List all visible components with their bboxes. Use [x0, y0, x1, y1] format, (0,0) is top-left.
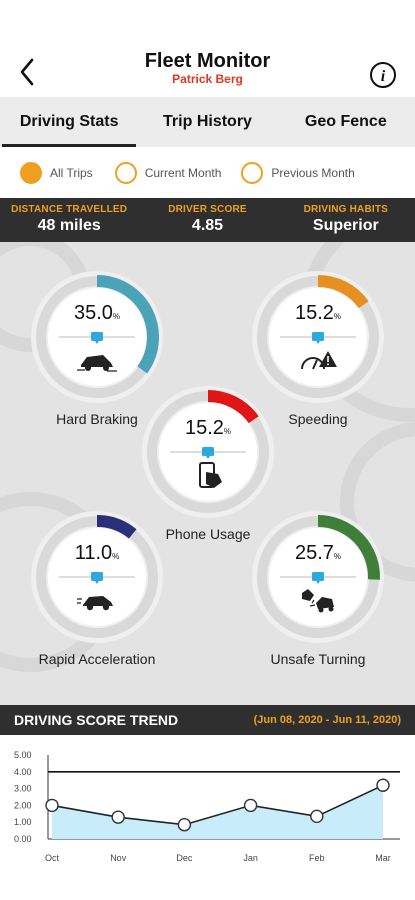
filter-current-month[interactable]: Current Month: [114, 162, 222, 184]
stat-driving-habits: DRIVING HABITS Superior: [277, 198, 415, 242]
stat-value: 48 miles: [37, 217, 101, 234]
score-trend-chart: 0.00 1.00 2.00 3.00 4.00 5.00 Oct Nov Dec Jan Feb M…: [0, 735, 415, 900]
summary-stats-bar: DISTANCE TRAVELLED 48 miles DRIVER SCORE…: [0, 198, 415, 242]
gauge-label: Rapid Acceleration: [38, 651, 156, 667]
radio-empty-icon: [241, 162, 264, 184]
radio-selected-icon: [20, 162, 42, 184]
gauge-speeding[interactable]: [250, 269, 386, 405]
chart-svg: 0.00 1.00 2.00 3.00 4.00 5.00 Oct Nov Dec Jan Feb M…: [14, 750, 400, 863]
stat-value: 4.85: [191, 217, 224, 234]
comment-bubble-icon: [312, 572, 324, 584]
data-point: [45, 798, 59, 813]
x-tick-label: Oct: [45, 853, 60, 863]
gauge-value-arc: [96, 275, 159, 374]
filter-previous-month[interactable]: Previous Month: [241, 162, 355, 184]
speedometer-warning-icon: [301, 351, 337, 370]
y-tick-label: 2.00: [14, 800, 32, 810]
comment-bubble-icon: [91, 332, 103, 344]
data-point: [376, 778, 390, 792]
trip-filter-group: All Trips Current Month Previous Month: [0, 150, 415, 196]
x-tick-label: Mar: [375, 853, 391, 863]
car-collision-icon: [302, 589, 334, 613]
gauge-value-arc: [317, 275, 369, 309]
y-tick-label: 0.00: [14, 834, 32, 844]
trend-title: DRIVING SCORE TREND: [14, 712, 179, 728]
x-tick-label: Jan: [243, 853, 258, 863]
radio-empty-icon: [114, 162, 137, 184]
gauge-value-unit: %: [112, 552, 120, 561]
info-icon: i: [370, 62, 396, 88]
gauge-value-arc: [96, 515, 137, 539]
gauge-label: Unsafe Turning: [270, 651, 366, 667]
gauge-hard-braking[interactable]: [29, 269, 165, 405]
trend-header: DRIVING SCORE TREND (Jun 08, 2020 - Jun …: [0, 705, 415, 735]
y-tick-label: 3.00: [14, 784, 32, 794]
stat-label: DRIVER SCORE: [168, 204, 247, 215]
gauge-value: 35.0%: [47, 302, 147, 325]
gauge-value-arc: [207, 390, 259, 424]
data-point: [310, 809, 324, 824]
gauge-value-unit: %: [333, 552, 342, 561]
filter-label: Previous Month: [271, 166, 355, 180]
gauge-value-unit: %: [333, 312, 342, 321]
filter-label: All Trips: [50, 166, 93, 180]
filter-all-trips[interactable]: All Trips: [20, 162, 93, 184]
stat-driver-score: DRIVER SCORE 4.85: [138, 198, 276, 242]
gauge-unsafe-turning[interactable]: [250, 509, 386, 645]
comment-bubble-icon: [202, 447, 214, 459]
phone-hand-icon: [199, 462, 222, 488]
trend-line: [51, 784, 384, 826]
info-button[interactable]: i: [369, 61, 397, 89]
comment-bubble-icon: [312, 332, 324, 344]
gauge-panel: 35.0% Hard Braking 15.2% Speeding 15.2% Phone…: [0, 242, 415, 705]
driver-name: Patrick Berg: [172, 72, 243, 86]
gauge-value-arc: [317, 515, 380, 580]
data-point: [111, 810, 125, 824]
gauge-value-number: 11.0: [74, 542, 113, 564]
back-button[interactable]: [14, 56, 42, 88]
comment-bubble-icon: [91, 572, 103, 584]
filter-label: Current Month: [144, 166, 222, 180]
y-tick-label: 1.00: [14, 817, 32, 827]
trend-area-fill: [52, 785, 383, 839]
gauge-label: Hard Braking: [56, 411, 138, 427]
stat-label: DISTANCE TRAVELLED: [11, 204, 128, 215]
x-tick-label: Dec: [176, 853, 193, 863]
tab-trip-history[interactable]: Trip History: [163, 113, 252, 130]
tab-bar: Driving Stats Trip History Geo Fence: [0, 97, 415, 147]
gauge-value-number: 15.2: [294, 302, 334, 324]
app-header: Fleet Monitor Patrick Berg i: [0, 0, 415, 97]
data-point: [177, 818, 192, 832]
gauge-label: Phone Usage: [165, 526, 251, 542]
stat-value: Superior: [312, 217, 379, 234]
stat-label: DRIVING HABITS: [303, 204, 389, 215]
gauge-value-number: 35.0: [73, 302, 113, 324]
gauge-value-unit: %: [223, 427, 232, 436]
gauge-value: 25.7%: [268, 542, 368, 565]
chevron-left-icon: [20, 58, 34, 86]
gauge-value-number: 25.7: [294, 542, 334, 564]
data-point: [243, 798, 258, 813]
page-title: Fleet Monitor: [144, 50, 271, 72]
car-braking-icon: [77, 355, 117, 372]
gauge-value-unit: %: [112, 312, 121, 321]
gauge-value: 15.2%: [158, 417, 258, 440]
trend-date-range: (Jun 08, 2020 - Jun 11, 2020): [253, 714, 401, 726]
x-tick-label: Nov: [110, 853, 127, 863]
x-tick-label: Feb: [309, 853, 325, 863]
gauge-value-number: 15.2: [184, 417, 224, 439]
stat-distance: DISTANCE TRAVELLED 48 miles: [0, 198, 138, 242]
svg-text:i: i: [381, 68, 386, 85]
y-tick-label: 5.00: [14, 750, 32, 760]
car-accelerating-icon: [77, 596, 113, 611]
gauge-label: Speeding: [288, 411, 348, 427]
gauge-rapid-acceleration[interactable]: [29, 509, 165, 645]
gauge-value: 11.0%: [47, 542, 147, 565]
title-block: Fleet Monitor Patrick Berg: [0, 50, 415, 86]
gauge-phone-usage[interactable]: [140, 384, 276, 520]
y-tick-label: 4.00: [14, 767, 32, 777]
gauge-value: 15.2%: [268, 302, 368, 325]
tab-geo-fence[interactable]: Geo Fence: [304, 113, 387, 130]
tab-driving-stats[interactable]: Driving Stats: [0, 97, 138, 147]
